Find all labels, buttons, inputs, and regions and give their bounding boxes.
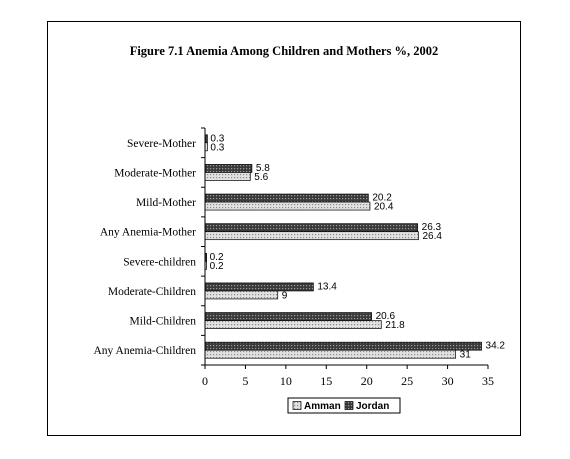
bar-jordan bbox=[204, 164, 253, 173]
data-label-amman: 26.4 bbox=[422, 231, 442, 242]
data-label-jordan: 13.4 bbox=[317, 281, 337, 292]
data-label-amman: 0.2 bbox=[210, 261, 224, 272]
x-tick-label: 25 bbox=[401, 374, 413, 388]
data-label-amman: 31 bbox=[460, 350, 472, 361]
bar-amman bbox=[204, 172, 251, 181]
category-label: Moderate-Children bbox=[108, 286, 196, 298]
bar-jordan bbox=[204, 223, 419, 233]
data-label-amman: 20.4 bbox=[374, 202, 394, 213]
x-tick-label: 20 bbox=[361, 374, 373, 388]
data-label-amman: 21.8 bbox=[385, 320, 405, 331]
data-label-amman: 5.6 bbox=[254, 172, 268, 183]
bar-jordan bbox=[204, 193, 369, 203]
data-label-amman: 9 bbox=[282, 290, 288, 301]
data-label-jordan: 20.2 bbox=[372, 193, 392, 204]
bar-amman bbox=[204, 349, 457, 359]
x-tick-label: 35 bbox=[482, 374, 494, 388]
bar-jordan bbox=[204, 282, 314, 292]
bar-jordan bbox=[204, 341, 482, 351]
category-label: Mild-Children bbox=[130, 316, 197, 328]
x-tick-label: 0 bbox=[202, 374, 208, 388]
category-label: Severe-children bbox=[123, 256, 196, 268]
legend-swatch-amman bbox=[292, 401, 302, 410]
x-tick-label: 10 bbox=[280, 374, 292, 388]
bar-amman bbox=[204, 231, 419, 241]
bar-amman bbox=[204, 201, 371, 211]
data-label-amman: 0.3 bbox=[210, 142, 224, 153]
category-label: Severe-Mother bbox=[127, 138, 196, 150]
category-label: Mild-Mother bbox=[136, 197, 196, 209]
legend-box bbox=[287, 397, 401, 414]
legend-label-jordan: Jordan bbox=[356, 401, 389, 412]
data-label-jordan: 0.3 bbox=[210, 133, 224, 144]
bar-jordan bbox=[204, 312, 372, 321]
category-label: Any Anemia-Children bbox=[93, 345, 196, 357]
x-tick-label: 15 bbox=[320, 374, 332, 388]
legend-label-amman: Amman bbox=[304, 401, 341, 412]
data-label-jordan: 34.2 bbox=[486, 341, 506, 352]
x-tick-label: 30 bbox=[442, 374, 454, 388]
chart-title: Figure 7.1 Anemia Among Children and Mot… bbox=[129, 44, 439, 58]
x-tick-label: 5 bbox=[242, 374, 248, 388]
legend-swatch-jordan bbox=[344, 401, 354, 410]
data-label-jordan: 26.3 bbox=[422, 222, 442, 233]
bar-amman bbox=[204, 290, 279, 300]
data-label-jordan: 5.8 bbox=[256, 163, 270, 174]
data-label-jordan: 20.6 bbox=[376, 311, 396, 322]
bar-amman bbox=[204, 320, 382, 329]
category-label: Moderate-Mother bbox=[114, 167, 196, 179]
data-label-jordan: 0.2 bbox=[210, 252, 224, 263]
category-label: Any Anemia-Mother bbox=[100, 227, 196, 239]
